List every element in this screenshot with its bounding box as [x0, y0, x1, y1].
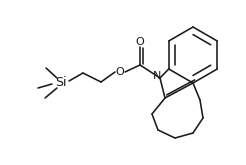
Text: O: O	[116, 67, 124, 77]
Text: N: N	[153, 71, 161, 81]
Text: O: O	[136, 37, 144, 47]
Text: Si: Si	[55, 77, 67, 89]
